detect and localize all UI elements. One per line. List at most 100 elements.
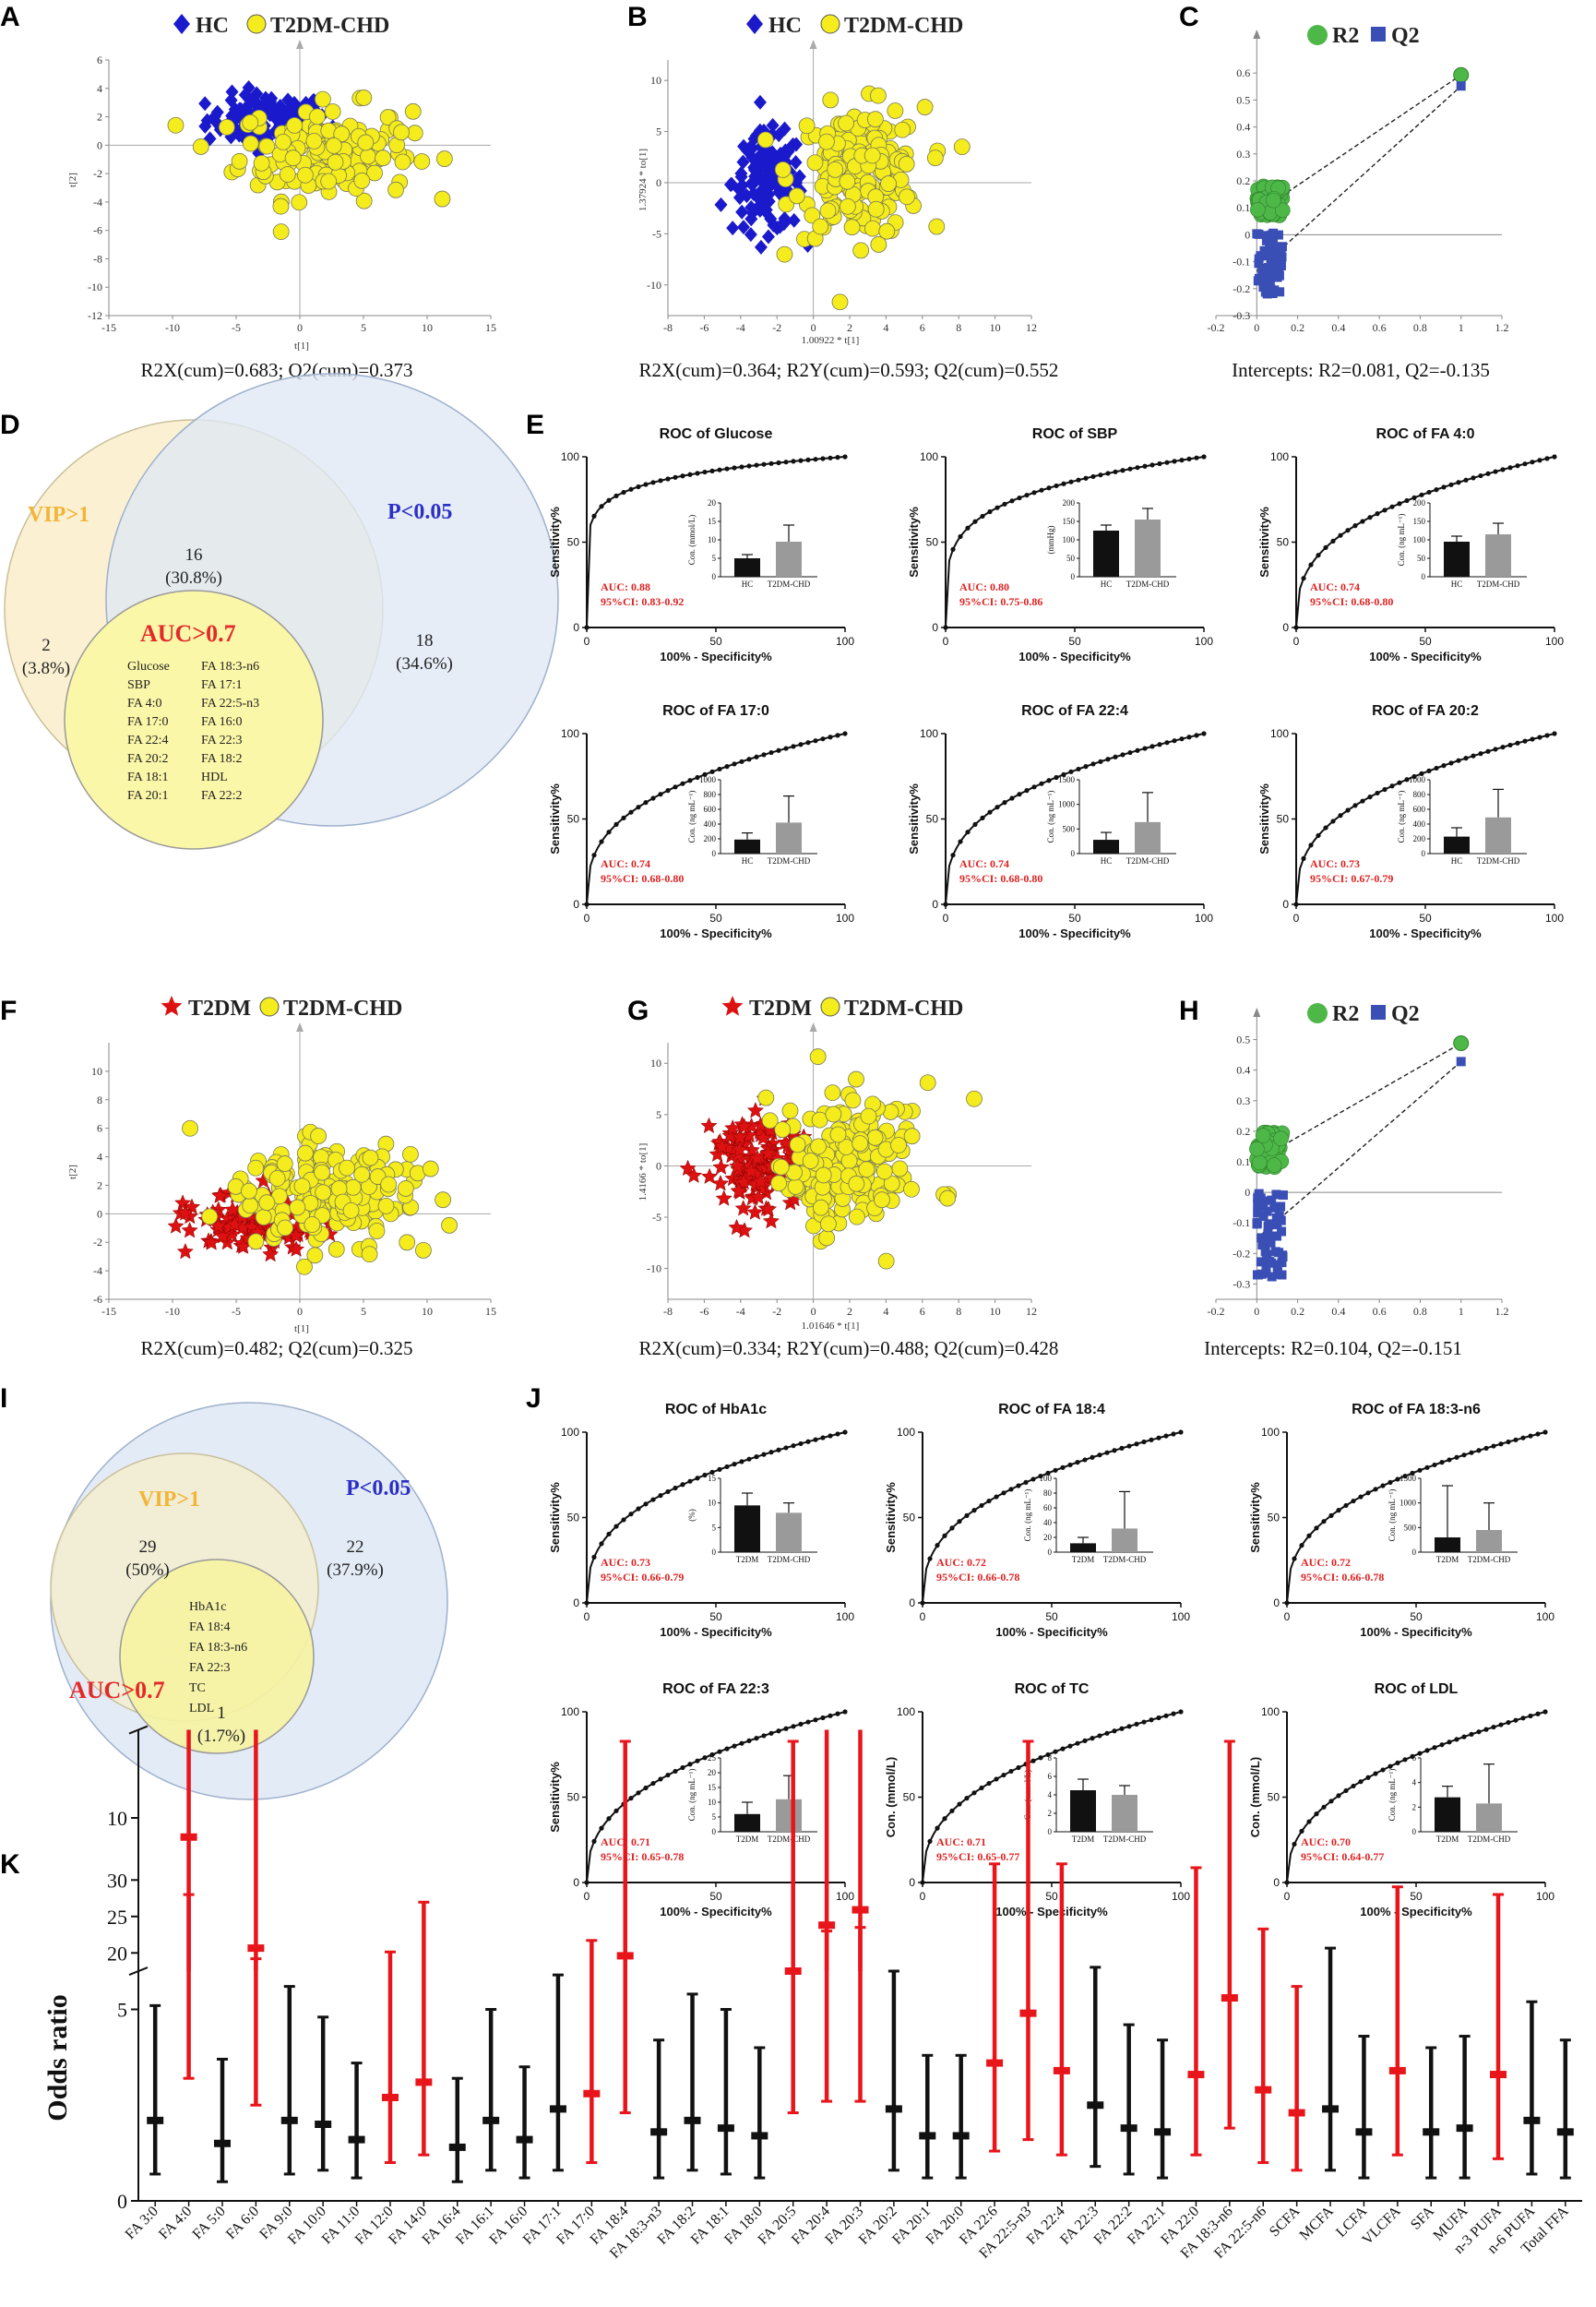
- hc-point: [208, 109, 221, 125]
- t2dm-chd-point: [247, 1159, 265, 1177]
- roc-x-tick-label: 50: [1419, 635, 1432, 648]
- roc-xlabel: 100% - Specificity%: [1369, 926, 1482, 940]
- or-point: [448, 2143, 466, 2151]
- x-tick-label: -0.2: [1208, 321, 1225, 334]
- x-tick-label: 12: [1026, 321, 1037, 334]
- roc-x-tick-label: 0: [1284, 1890, 1291, 1903]
- roc-point: [972, 821, 978, 828]
- inset-y-tick-label: 2: [1048, 1809, 1053, 1818]
- roc-point: [980, 815, 985, 820]
- hc-point: [777, 216, 791, 232]
- t2dm-chd-point: [402, 1145, 419, 1163]
- t2dm-chd-point: [880, 175, 897, 192]
- roc-point: [1360, 519, 1365, 524]
- t2dm-chd-point: [802, 1153, 819, 1169]
- roc-point: [1023, 1479, 1029, 1485]
- x-tick-label: -15: [101, 1305, 116, 1318]
- roc-point: [1105, 471, 1111, 476]
- hc-point: [787, 212, 801, 228]
- permutation-plot-h: -0.2 0 0.2 0.4 0.6 0.8 1 1.2 -0.3 -0.2 -0.1 0 0.1 0.2…: [1208, 1008, 1509, 1318]
- t2dm-point: [728, 1218, 745, 1236]
- venn-d-item: FA 16:0: [201, 715, 242, 729]
- roc-y-tick-label: 100: [561, 1705, 579, 1718]
- hc-point: [744, 211, 758, 227]
- t2dm-chd-point: [275, 133, 292, 150]
- inset-y-tick-label: 800: [704, 790, 717, 799]
- t2dm-chd-point: [309, 108, 326, 126]
- y-tick-label: 5: [656, 126, 661, 138]
- x-tick-label: 0.4: [1331, 321, 1345, 334]
- roc-point: [1149, 462, 1155, 468]
- r2-permutation-point: [1249, 1141, 1265, 1157]
- roc-point: [920, 1880, 925, 1885]
- inset-group-label: T2DM-CHD: [768, 1835, 811, 1844]
- t2dm-point: [746, 1102, 765, 1118]
- venn-p-label: P<0.05: [346, 1476, 411, 1500]
- roc-point: [1454, 1737, 1459, 1742]
- inset-group-label: T2DM-CHD: [1477, 580, 1520, 589]
- roc-point: [768, 460, 774, 466]
- or-item: FA 4:0: [156, 1729, 197, 2242]
- inset-y-tick-label: 1000: [1058, 800, 1076, 809]
- t2dm-chd-point: [756, 131, 774, 149]
- roc-x-tick-label: 100: [1172, 1610, 1190, 1623]
- q2-original-point: [1456, 81, 1466, 91]
- roc-point: [776, 1447, 781, 1452]
- inset-y-tick-label: 50: [1417, 554, 1426, 563]
- or-item: MUFA: [1431, 2035, 1473, 2244]
- inset-group-label: HC: [742, 580, 754, 589]
- roc-ylabel: Con. (mmol/L): [884, 1757, 898, 1837]
- roc-y-tick-label: 0: [909, 1876, 915, 1889]
- roc-point: [1404, 777, 1410, 783]
- roc-ci: 95%CI: 0.83-0.92: [601, 595, 684, 608]
- inset-bar: [734, 1813, 760, 1832]
- roc-point: [702, 1755, 708, 1761]
- hc-point: [762, 172, 776, 187]
- roc-point: [1343, 1502, 1349, 1509]
- q2-permutation-point: [1272, 1261, 1282, 1272]
- roc-point: [1068, 769, 1074, 774]
- roc-auc: AUC: 0.80: [959, 580, 1009, 593]
- roc-point: [1045, 1470, 1051, 1476]
- inset-y-tick-label: 20: [708, 498, 717, 508]
- axis-arrow: [1253, 1008, 1261, 1017]
- axis-arrow: [296, 40, 304, 49]
- inset-y-tick-label: 0: [1422, 572, 1426, 581]
- t2dm-chd-point: [328, 1240, 345, 1258]
- q2-permutation-point: [1267, 1195, 1277, 1205]
- y-tick-label: 10: [650, 74, 661, 87]
- roc-xlabel: 100% - Specificity%: [1360, 1905, 1472, 1919]
- roc-point: [1178, 1429, 1184, 1435]
- or-category-label: FA 3:0: [123, 2204, 161, 2242]
- inset-bar: [1485, 534, 1511, 577]
- legend-q2-label: Q2: [1391, 24, 1420, 48]
- y-tick-label: 0.1: [1236, 201, 1250, 214]
- caption-f: R2X(cum)=0.482; Q2(cum)=0.325: [141, 1337, 413, 1359]
- roc-point: [680, 781, 685, 786]
- inset-y-tick-label: 400: [1413, 819, 1426, 829]
- x-tick-label: -10: [165, 1305, 180, 1318]
- inset-group-label: T2DM-CHD: [768, 580, 811, 589]
- roc-y-tick-label: 50: [926, 536, 939, 549]
- roc-point: [739, 759, 744, 764]
- inset-ylabel: Con. (ng mL⁻¹): [687, 1769, 697, 1822]
- roc-point: [658, 1493, 663, 1499]
- roc-point: [1530, 460, 1535, 465]
- q2-permutation-point: [1257, 1233, 1267, 1243]
- roc-chart: ROC of FA 4:0 0 50 100 0 50 100 100% - Specific…: [1257, 426, 1564, 663]
- roc-point: [791, 459, 796, 464]
- t2dm-chd-point: [435, 1191, 451, 1209]
- roc-point: [1485, 748, 1491, 754]
- venn-i-item: TC: [189, 1681, 206, 1695]
- roc-point: [1343, 1787, 1349, 1794]
- y-tick-label: 0: [97, 138, 102, 151]
- t2dm-chd-point: [296, 1258, 313, 1275]
- roc-point: [1024, 788, 1030, 794]
- roc-point: [972, 519, 978, 524]
- or-y-tick-label: 10: [107, 1807, 127, 1830]
- legend-f: T2DM T2DM-CHD: [161, 996, 402, 1021]
- roc-point: [1358, 1494, 1364, 1500]
- t2dm-chd-point: [809, 1048, 827, 1065]
- venn-d-item: FA 18:1: [127, 771, 168, 784]
- t2dm-chd-point: [314, 90, 331, 108]
